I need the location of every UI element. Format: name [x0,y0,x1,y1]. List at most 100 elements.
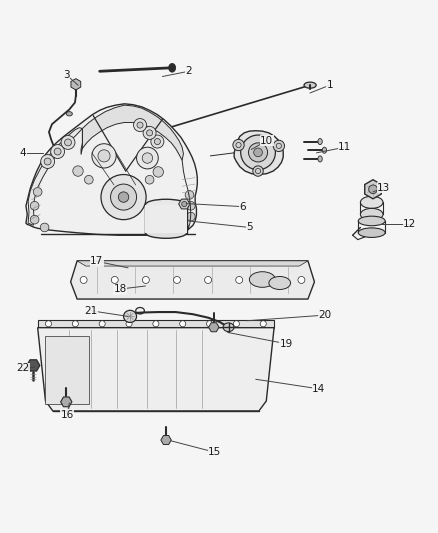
Ellipse shape [360,196,383,208]
Ellipse shape [145,199,187,210]
Circle shape [118,192,129,203]
Circle shape [137,122,143,128]
Circle shape [145,175,154,184]
Circle shape [30,215,39,224]
Circle shape [54,148,61,155]
Text: 17: 17 [90,256,103,266]
Ellipse shape [145,228,187,238]
Ellipse shape [358,228,385,237]
Polygon shape [46,336,89,405]
Text: 5: 5 [246,222,253,232]
Circle shape [187,201,195,210]
Circle shape [41,155,55,168]
Text: 15: 15 [208,447,221,457]
Circle shape [253,166,263,176]
Polygon shape [71,79,81,90]
Circle shape [73,166,83,176]
Text: 2: 2 [185,66,192,76]
Ellipse shape [53,149,60,154]
Circle shape [248,143,268,162]
Polygon shape [77,261,308,266]
Text: 22: 22 [16,364,29,374]
Circle shape [142,153,152,163]
Polygon shape [365,180,381,199]
Text: 18: 18 [113,284,127,294]
Circle shape [180,223,189,232]
Circle shape [180,321,186,327]
Circle shape [369,185,378,193]
Polygon shape [179,199,190,209]
Polygon shape [28,128,82,225]
Circle shape [143,126,156,140]
Circle shape [233,140,244,151]
Polygon shape [27,360,40,371]
Circle shape [110,184,137,210]
Polygon shape [234,131,283,174]
Circle shape [85,175,93,184]
Circle shape [207,321,212,327]
Ellipse shape [358,216,385,225]
Circle shape [137,147,158,169]
Circle shape [99,321,105,327]
Ellipse shape [322,147,327,154]
Text: 6: 6 [240,201,246,212]
Polygon shape [38,328,274,411]
Circle shape [126,321,132,327]
Text: 12: 12 [403,219,417,229]
Ellipse shape [249,272,276,287]
Circle shape [30,201,39,210]
Circle shape [241,135,276,169]
Text: 10: 10 [260,136,273,146]
Ellipse shape [304,82,316,88]
Circle shape [92,144,116,168]
Circle shape [98,150,110,162]
Circle shape [267,277,274,284]
Circle shape [254,148,262,157]
Ellipse shape [269,277,290,289]
Circle shape [153,167,163,177]
Circle shape [80,277,87,284]
Polygon shape [38,320,274,328]
Circle shape [153,321,159,327]
Circle shape [260,321,266,327]
Circle shape [101,174,146,220]
Polygon shape [60,397,72,407]
Circle shape [72,321,78,327]
Text: 11: 11 [338,142,351,152]
Circle shape [61,135,75,149]
Circle shape [233,321,240,327]
Text: 19: 19 [279,339,293,349]
Ellipse shape [66,111,72,116]
Circle shape [205,277,212,284]
Ellipse shape [223,323,234,332]
Polygon shape [71,261,314,299]
Circle shape [151,135,164,148]
Polygon shape [161,435,171,445]
Text: 3: 3 [63,70,70,80]
Text: 14: 14 [312,384,325,394]
Circle shape [51,144,64,158]
Circle shape [182,201,187,207]
Text: 1: 1 [326,80,333,90]
Circle shape [111,277,118,284]
Ellipse shape [318,156,322,162]
Ellipse shape [124,310,137,322]
Circle shape [154,139,160,144]
Circle shape [134,118,147,132]
Circle shape [33,188,42,196]
Circle shape [40,223,49,232]
Circle shape [44,158,51,165]
Circle shape [187,212,195,221]
Circle shape [142,277,149,284]
Circle shape [64,139,71,146]
Circle shape [46,321,52,327]
Circle shape [273,140,285,151]
Polygon shape [208,322,219,332]
Text: 4: 4 [20,148,26,158]
Text: 16: 16 [60,410,74,420]
Ellipse shape [169,63,176,72]
Circle shape [298,277,305,284]
Polygon shape [26,104,197,235]
Polygon shape [145,205,187,233]
Ellipse shape [360,208,383,221]
